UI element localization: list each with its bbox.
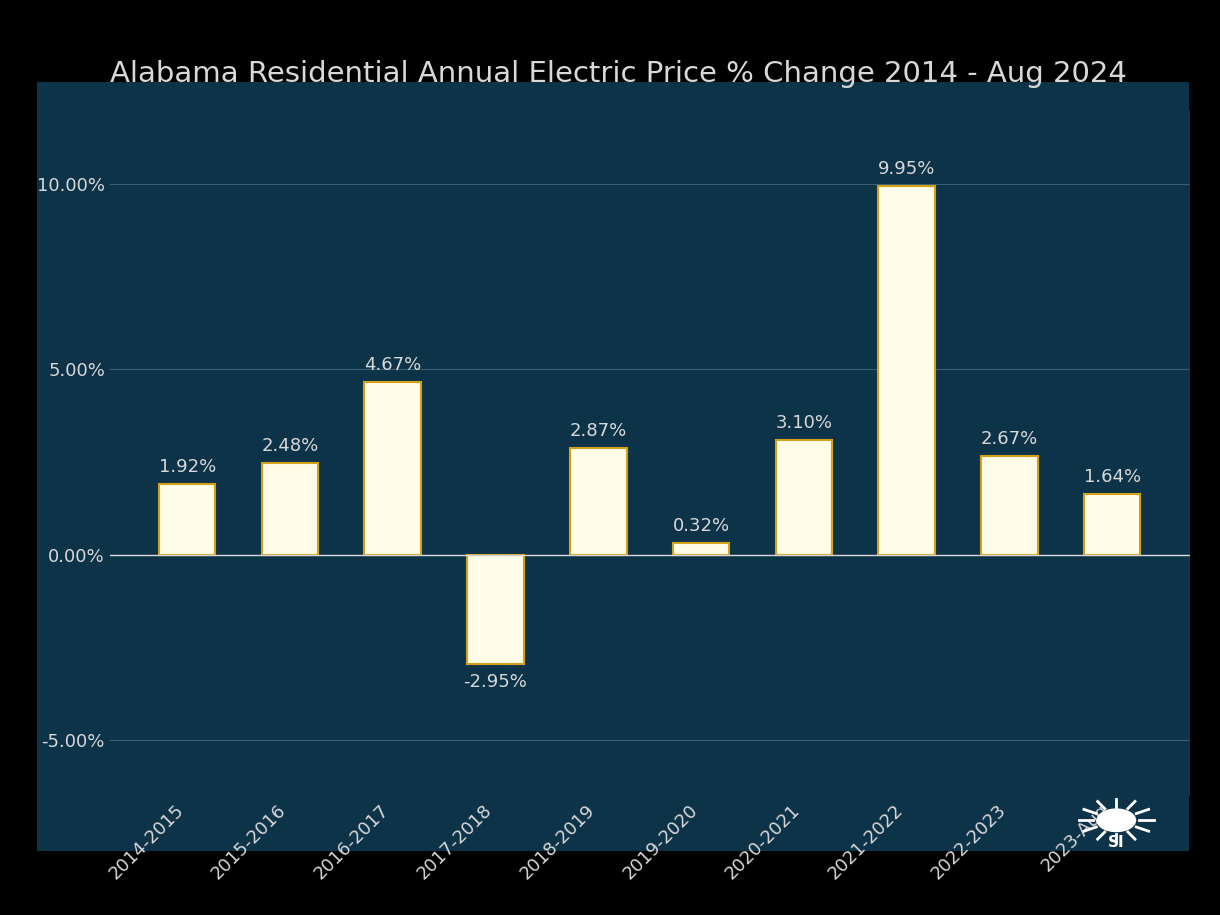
Text: 2.48%: 2.48% [261,436,318,455]
Circle shape [1097,809,1136,832]
Bar [467,554,523,664]
Text: 3.10%: 3.10% [776,414,832,432]
Text: 1.92%: 1.92% [159,458,216,476]
Bar [261,463,318,554]
Text: 2.87%: 2.87% [570,423,627,440]
Text: Alabama Residential Annual Electric Price % Change 2014 - Aug 2024: Alabama Residential Annual Electric Pric… [110,60,1127,88]
Bar [365,382,421,554]
Bar [1083,494,1141,554]
Text: 2.67%: 2.67% [981,430,1038,447]
Text: SI: SI [1108,835,1125,850]
Bar [981,456,1038,554]
Bar [776,440,832,554]
Bar [159,484,216,554]
Text: 0.32%: 0.32% [672,517,730,535]
Bar [570,448,627,554]
Text: -2.95%: -2.95% [464,673,527,691]
Bar [672,544,730,554]
Text: 1.64%: 1.64% [1083,468,1141,486]
Text: 9.95%: 9.95% [878,160,936,178]
Bar [878,186,935,554]
Text: 4.67%: 4.67% [364,356,421,373]
